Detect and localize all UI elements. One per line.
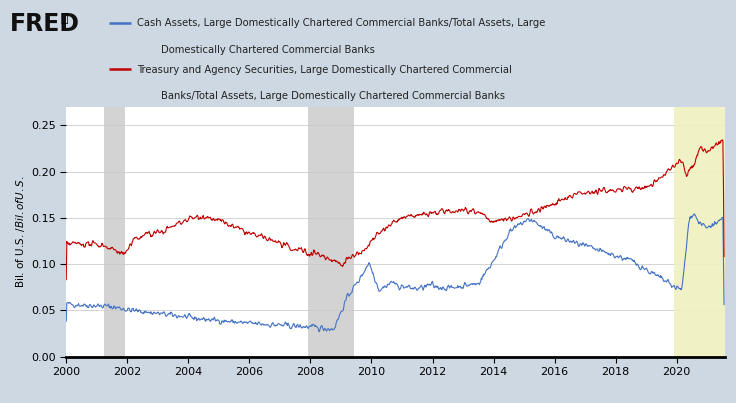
- Bar: [308, 107, 354, 357]
- Text: Cash Assets, Large Domestically Chartered Commercial Banks/Total Assets, Large: Cash Assets, Large Domestically Chartere…: [137, 19, 545, 29]
- Text: Domestically Chartered Commercial Banks: Domestically Chartered Commercial Banks: [161, 45, 375, 55]
- Text: Treasury and Agency Securities, Large Domestically Chartered Commercial: Treasury and Agency Securities, Large Do…: [137, 65, 512, 75]
- Y-axis label: Bil. of U.S. $/Bil. of U.S. $: Bil. of U.S. $/Bil. of U.S. $: [14, 176, 27, 288]
- Bar: [105, 107, 125, 357]
- Text: Banks/Total Assets, Large Domestically Chartered Commercial Banks: Banks/Total Assets, Large Domestically C…: [161, 91, 505, 102]
- Bar: [674, 107, 725, 357]
- Text: FRED: FRED: [10, 12, 79, 36]
- Text: 📈: 📈: [60, 12, 68, 25]
